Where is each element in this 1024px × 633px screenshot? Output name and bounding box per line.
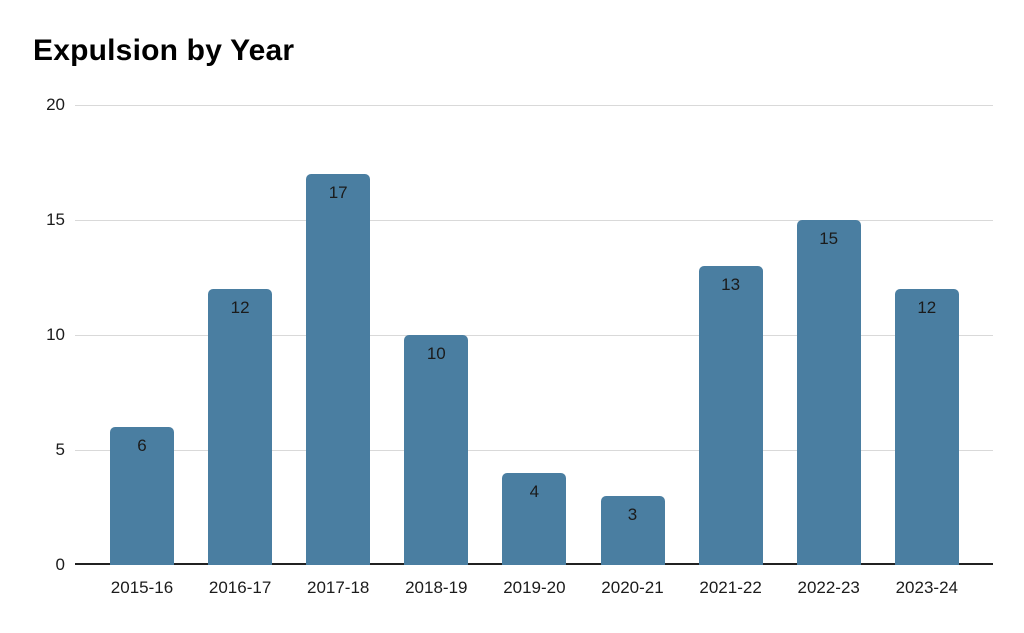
y-axis-tick-label: 5 xyxy=(55,440,65,459)
y-axis-tick-label: 10 xyxy=(46,325,65,344)
x-axis-tick-label: 2018-19 xyxy=(405,578,468,597)
bar-value-label: 15 xyxy=(819,229,839,248)
bar-value-label: 17 xyxy=(328,183,348,202)
chart-title: Expulsion by Year xyxy=(33,34,295,67)
bar-2018-19: 10 xyxy=(404,335,469,565)
bar-value-label: 10 xyxy=(426,344,446,363)
bar-2019-20: 4 xyxy=(502,473,567,565)
x-axis-tick-label: 2023-24 xyxy=(895,578,958,597)
x-axis-tick-label: 2017-18 xyxy=(306,578,370,597)
gridline xyxy=(75,449,993,451)
bar-value-label: 4 xyxy=(529,482,540,501)
bar-2021-22: 13 xyxy=(698,266,763,565)
bar-value-label: 13 xyxy=(721,275,741,294)
x-axis-tick-label: 2022-23 xyxy=(797,578,860,597)
gridline xyxy=(75,334,993,336)
x-axis-tick-label: 2016-17 xyxy=(208,578,272,597)
bar-2015-16: 6 xyxy=(110,427,174,565)
bar-value-label: 6 xyxy=(137,436,147,455)
bar-value-label: 3 xyxy=(627,505,638,524)
x-axis-tick-label: 2020-21 xyxy=(601,578,664,597)
bar-2023-24: 12 xyxy=(894,289,959,565)
bar-2016-17: 12 xyxy=(208,289,273,565)
bar-2020-21: 3 xyxy=(600,496,665,565)
x-axis-tick-label: 2019-20 xyxy=(503,578,566,597)
bar-value-label: 12 xyxy=(917,298,937,317)
bar-2022-23: 15 xyxy=(796,220,861,565)
plot-area: 0 5 10 15 20 6 2015-16 12 2016-17 17 2017-18 10 2018… xyxy=(46,95,993,597)
bar-2017-18: 17 xyxy=(306,174,371,565)
y-axis-tick-label: 20 xyxy=(46,95,65,114)
gridline xyxy=(75,219,993,221)
bar-value-label: 12 xyxy=(230,298,250,317)
y-axis-tick-label: 15 xyxy=(46,210,65,229)
y-axis-tick-label: 0 xyxy=(55,555,65,574)
x-axis-tick-label: 2015-16 xyxy=(110,578,174,597)
gridline xyxy=(75,104,993,106)
x-axis-tick-label: 2021-22 xyxy=(699,578,762,597)
